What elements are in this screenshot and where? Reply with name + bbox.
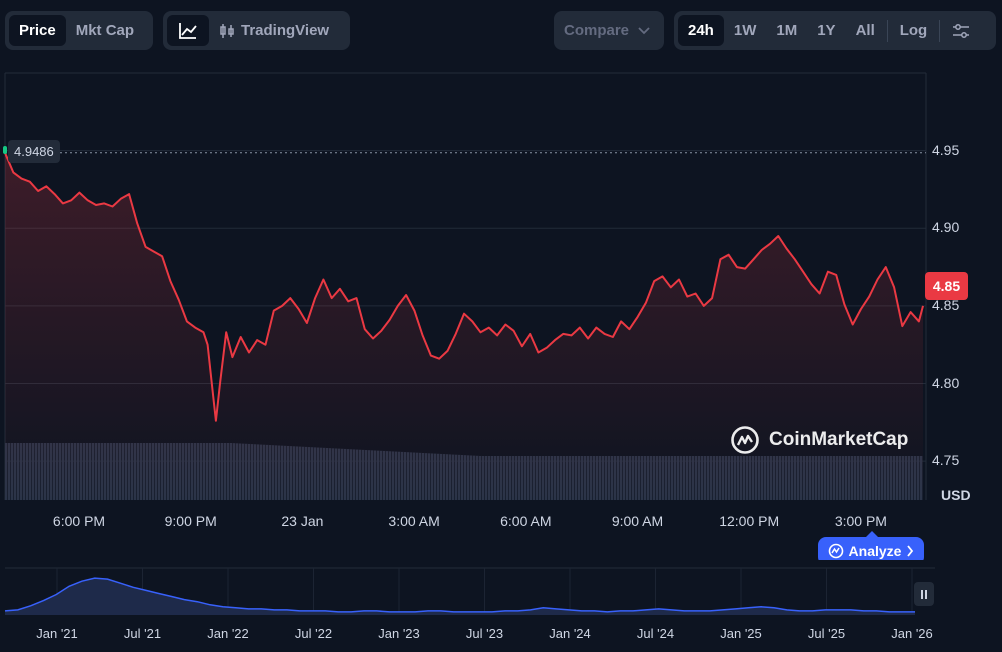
x-tick-label: 3:00 AM	[388, 513, 440, 529]
candlestick-icon	[220, 23, 234, 38]
current-price-label: 4.85	[925, 272, 968, 300]
y-tick-label: 4.80	[932, 374, 960, 391]
handle-grip	[925, 589, 927, 599]
chevron-down-icon	[638, 26, 650, 34]
tab-price[interactable]: Price	[9, 15, 66, 46]
navigator-tick-label: Jan '22	[207, 626, 249, 641]
y-tick-label: 4.75	[932, 452, 960, 469]
chevron-right-icon	[907, 545, 914, 557]
navigator-tick-label: Jul '23	[465, 626, 504, 641]
line-chart-button[interactable]	[167, 15, 209, 46]
price-area	[5, 152, 923, 501]
navigator-tick-label: Jan '21	[36, 626, 78, 641]
range-navigator[interactable]	[0, 560, 1002, 622]
line-chart-icon	[179, 22, 197, 39]
y-tick-label: 4.85	[932, 296, 960, 313]
open-price-label: 4.9486	[8, 140, 60, 163]
tab-mkt-cap[interactable]: Mkt Cap	[75, 22, 135, 39]
x-tick-label: 23 Jan	[281, 513, 324, 529]
navigator-handle[interactable]	[914, 582, 934, 606]
analyze-pointer	[866, 531, 878, 537]
y-tick-label: 4.90	[932, 219, 960, 236]
time-range-toggle: 24h 1W 1M 1Y All Log	[674, 11, 996, 50]
x-tick-label: 9:00 AM	[611, 513, 664, 529]
navigator-tick-label: Jul '25	[807, 626, 846, 641]
tradingview-label: TradingView	[241, 22, 330, 39]
navigator-area	[5, 578, 915, 615]
log-scale-button[interactable]: Log	[899, 22, 928, 39]
compare-label: Compare	[564, 22, 630, 39]
navigator-tick-label: Jan '25	[720, 626, 762, 641]
watermark-text: CoinMarketCap	[769, 429, 909, 450]
analyze-icon	[828, 543, 843, 559]
chart-settings-button[interactable]	[942, 15, 980, 46]
price-chart[interactable]	[0, 60, 1002, 505]
navigator-tick-label: Jan '26	[891, 626, 933, 641]
navigator-tick-label: Jul '24	[636, 626, 675, 641]
coinmarketcap-logo	[731, 426, 759, 454]
toolbar-divider	[886, 19, 888, 42]
x-tick-label: 6:00 PM	[52, 513, 106, 529]
open-price-marker	[3, 146, 7, 154]
y-tick-label: 4.95	[932, 141, 960, 158]
tradingview-button[interactable]: TradingView	[209, 15, 339, 46]
handle-grip	[921, 589, 923, 599]
watermark: CoinMarketCap	[730, 425, 908, 455]
navigator-tick-label: Jan '23	[378, 626, 420, 641]
range-1m[interactable]: 1M	[776, 22, 798, 39]
x-tick-label: 12:00 PM	[719, 513, 780, 529]
x-tick-label: 3:00 PM	[834, 513, 887, 529]
metric-toggle: Price Mkt Cap	[5, 11, 153, 50]
analyze-label: Analyze	[848, 543, 902, 559]
chart-type-toggle: TradingView	[163, 11, 350, 50]
currency-label: USD	[941, 487, 971, 503]
x-tick-label: 6:00 AM	[500, 513, 552, 529]
toolbar-divider	[939, 19, 941, 42]
x-tick-label: 9:00 PM	[164, 513, 217, 529]
range-1w[interactable]: 1W	[733, 22, 757, 39]
navigator-tick-label: Jul '21	[123, 626, 162, 641]
navigator-tick-label: Jan '24	[549, 626, 591, 641]
range-1y[interactable]: 1Y	[817, 22, 836, 39]
navigator-line	[4, 577, 915, 613]
price-line	[4, 152, 924, 422]
navigator-tick-label: Jul '22	[294, 626, 333, 641]
sliders-icon	[953, 23, 970, 38]
range-all[interactable]: All	[855, 22, 875, 39]
range-24h[interactable]: 24h	[678, 15, 724, 46]
compare-dropdown[interactable]: Compare	[554, 11, 664, 50]
